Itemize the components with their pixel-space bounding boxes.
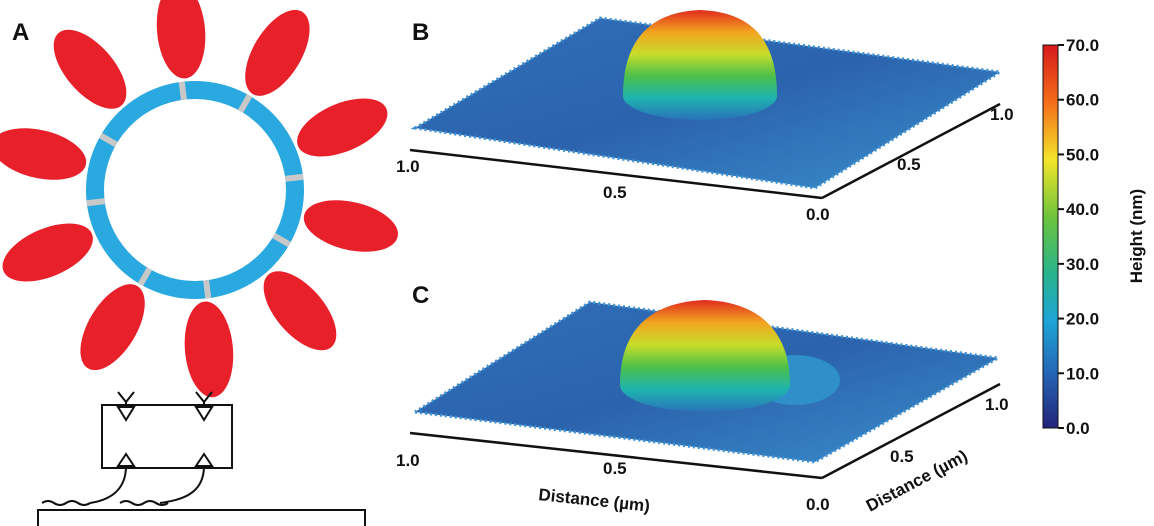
diagram-vesicle	[0, 0, 398, 398]
x-tick-label: 1.0	[396, 451, 420, 470]
x-tick-label: 1.0	[396, 157, 420, 176]
petal	[156, 0, 206, 79]
x-tick-label: 0.5	[603, 459, 627, 478]
y-tick-label: 1.0	[990, 105, 1014, 124]
petal	[263, 271, 337, 351]
x-tick-label: 0.5	[603, 183, 627, 202]
petal	[2, 223, 93, 282]
ring-gap	[137, 267, 153, 286]
axis	[409, 102, 1001, 200]
panel-label: C	[412, 282, 429, 309]
ring-gap	[86, 198, 106, 207]
colorbar-tick-label: 40.0	[1066, 200, 1099, 219]
x-tick-label: 0.0	[806, 495, 830, 514]
panel-label: A	[12, 19, 29, 46]
colorbar-tick-label: 20.0	[1066, 310, 1099, 329]
x-axis-label: Distance (µm)	[538, 485, 651, 516]
petal	[245, 9, 310, 96]
surface-plot	[410, 300, 1003, 464]
colorbar-title: Height (nm)	[1127, 189, 1146, 283]
y-tick-label: 1.0	[985, 395, 1009, 414]
ring-gap	[237, 94, 253, 113]
x-tick-label: 0.0	[806, 205, 830, 224]
ring	[86, 81, 304, 299]
y-tick-label: 0.5	[890, 447, 914, 466]
petal	[53, 29, 127, 109]
colorbar-tick-label: 30.0	[1066, 255, 1099, 274]
petal	[184, 301, 234, 398]
colorbar-ticks: 70.0 60.0 50.0 40.0 30.0 20.0 10.0 0.0	[1058, 36, 1099, 438]
ring-gap	[203, 279, 212, 299]
colorbar-tick-label: 70.0	[1066, 36, 1099, 55]
ring-gap	[178, 81, 187, 101]
ring-gap	[99, 132, 118, 148]
axis	[409, 382, 1001, 480]
colorbar-tick-label: 60.0	[1066, 91, 1099, 110]
ring-gap	[284, 173, 304, 182]
colorbar	[1042, 44, 1059, 429]
diagram-anchor	[37, 391, 366, 526]
petal	[297, 98, 388, 157]
petal	[80, 284, 145, 371]
panel-label: B	[412, 19, 429, 46]
colorbar-tick-label: 0.0	[1066, 419, 1090, 438]
petal	[0, 128, 87, 180]
colorbar-tick-label: 10.0	[1066, 364, 1099, 383]
surface-plot	[410, 10, 1005, 190]
y-tick-label: 0.5	[897, 155, 921, 174]
petal	[303, 200, 398, 252]
colorbar-tick-label: 50.0	[1066, 145, 1099, 164]
ring-gap	[272, 232, 291, 248]
y-axis-label: Distance (µm)	[863, 446, 971, 515]
